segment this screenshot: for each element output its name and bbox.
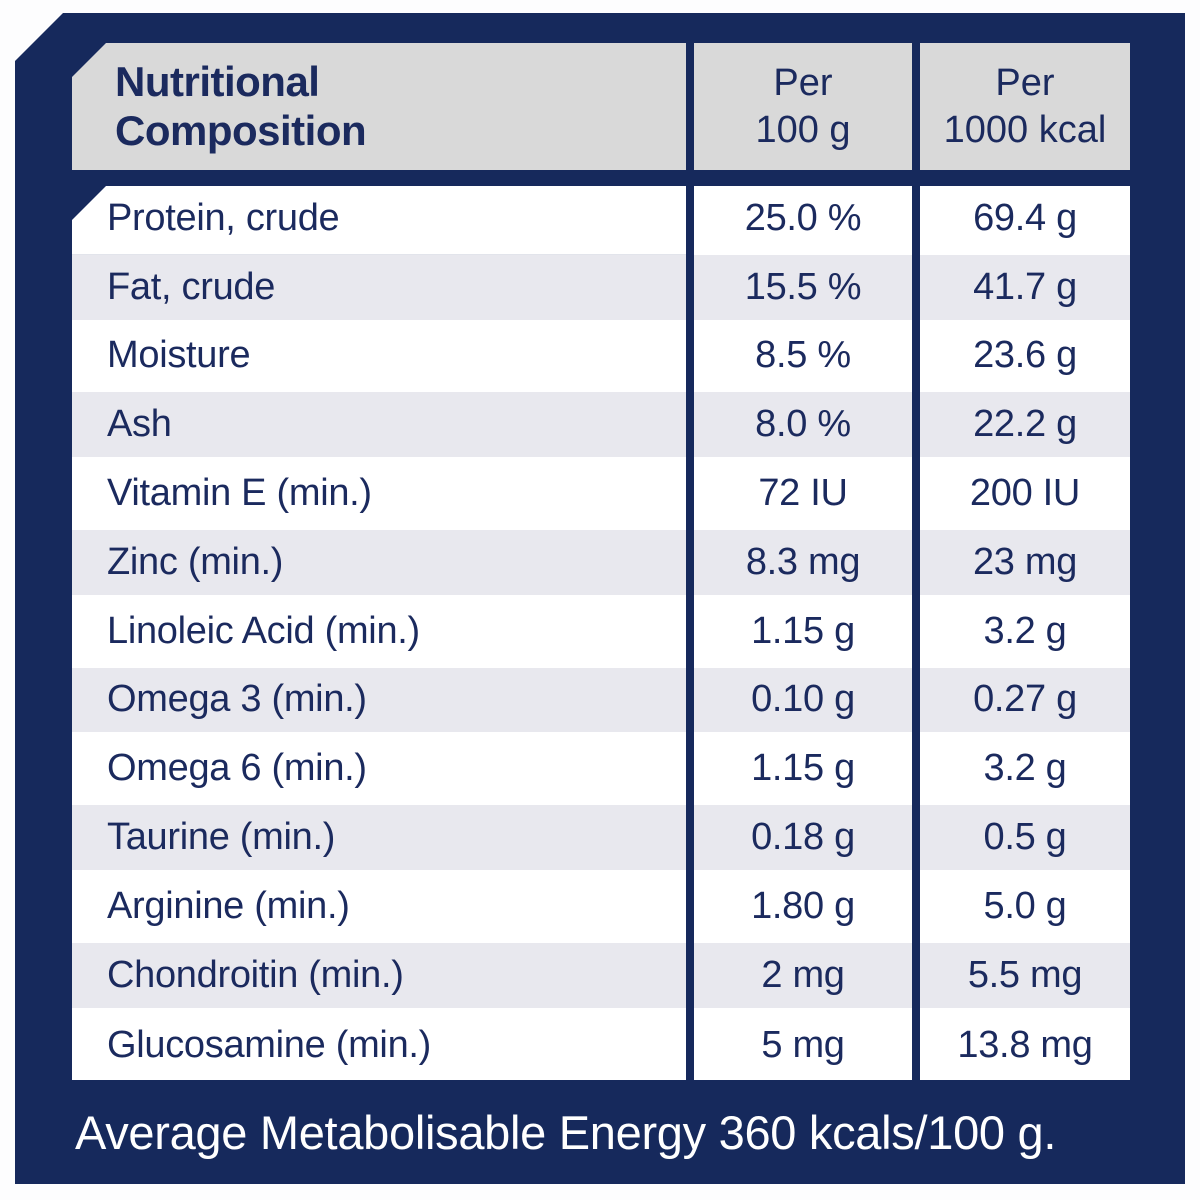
table-title-cell: Nutritional Composition	[72, 43, 686, 170]
column-header-per-1000kcal: Per 1000 kcal	[920, 43, 1130, 170]
row-value-per-100g: 1.80 g	[694, 873, 912, 943]
table-header: Nutritional Composition Per 100 g Per 10…	[72, 43, 1130, 170]
column-header-line2: 1000 kcal	[943, 108, 1107, 151]
row-value-per-1000kcal: 13.8 mg	[920, 1011, 1130, 1081]
table-title: Nutritional Composition	[115, 58, 367, 155]
column-header-line2: 100 g	[755, 108, 851, 151]
row-label: Omega 3 (min.)	[72, 667, 686, 737]
table-body: Protein, crude 25.0 % 69.4 g Fat, crude …	[72, 186, 1130, 1081]
row-value-per-100g: 8.5 %	[694, 323, 912, 393]
row-label: Chondroitin (min.)	[72, 942, 686, 1012]
row-label: Omega 6 (min.)	[72, 736, 686, 806]
row-value-per-1000kcal: 23 mg	[920, 529, 1130, 599]
row-label: Moisture	[72, 323, 686, 393]
row-label: Ash	[72, 392, 686, 462]
row-value-per-100g: 0.10 g	[694, 667, 912, 737]
row-value-per-1000kcal: 3.2 g	[920, 598, 1130, 668]
row-value-per-1000kcal: 0.5 g	[920, 805, 1130, 874]
row-value-per-1000kcal: 23.6 g	[920, 323, 1130, 393]
row-value-per-1000kcal: 5.0 g	[920, 873, 1130, 943]
row-value-per-100g: 72 IU	[694, 461, 912, 530]
row-value-per-100g: 0.18 g	[694, 805, 912, 874]
column-header-line1: Per	[995, 62, 1055, 105]
nutrition-panel: Nutritional Composition Per 100 g Per 10…	[15, 13, 1185, 1184]
row-value-per-100g: 8.3 mg	[694, 529, 912, 599]
row-value-per-1000kcal: 5.5 mg	[920, 942, 1130, 1012]
row-value-per-1000kcal: 3.2 g	[920, 736, 1130, 806]
row-label: Fat, crude	[72, 254, 686, 324]
row-label: Zinc (min.)	[72, 529, 686, 599]
row-value-per-100g: 2 mg	[694, 942, 912, 1012]
row-value-per-100g: 5 mg	[694, 1011, 912, 1081]
row-label: Protein, crude	[72, 186, 686, 255]
row-label: Glucosamine (min.)	[72, 1011, 686, 1081]
row-value-per-100g: 8.0 %	[694, 392, 912, 462]
row-value-per-100g: 1.15 g	[694, 736, 912, 806]
row-value-per-100g: 1.15 g	[694, 598, 912, 668]
row-label: Arginine (min.)	[72, 873, 686, 943]
row-value-per-1000kcal: 200 IU	[920, 461, 1130, 530]
row-label: Vitamin E (min.)	[72, 461, 686, 530]
row-label: Taurine (min.)	[72, 805, 686, 874]
row-value-per-1000kcal: 41.7 g	[920, 254, 1130, 324]
row-value-per-100g: 25.0 %	[694, 186, 912, 255]
row-label: Linoleic Acid (min.)	[72, 598, 686, 668]
column-header-line1: Per	[773, 62, 833, 105]
table-title-line2: Composition	[115, 106, 367, 154]
row-value-per-1000kcal: 22.2 g	[920, 392, 1130, 462]
table-title-line1: Nutritional	[115, 58, 320, 106]
row-value-per-1000kcal: 0.27 g	[920, 667, 1130, 737]
row-value-per-1000kcal: 69.4 g	[920, 186, 1130, 255]
row-value-per-100g: 15.5 %	[694, 254, 912, 324]
energy-note: Average Metabolisable Energy 360 kcals/1…	[75, 1105, 1057, 1159]
column-header-per-100g: Per 100 g	[694, 43, 912, 170]
